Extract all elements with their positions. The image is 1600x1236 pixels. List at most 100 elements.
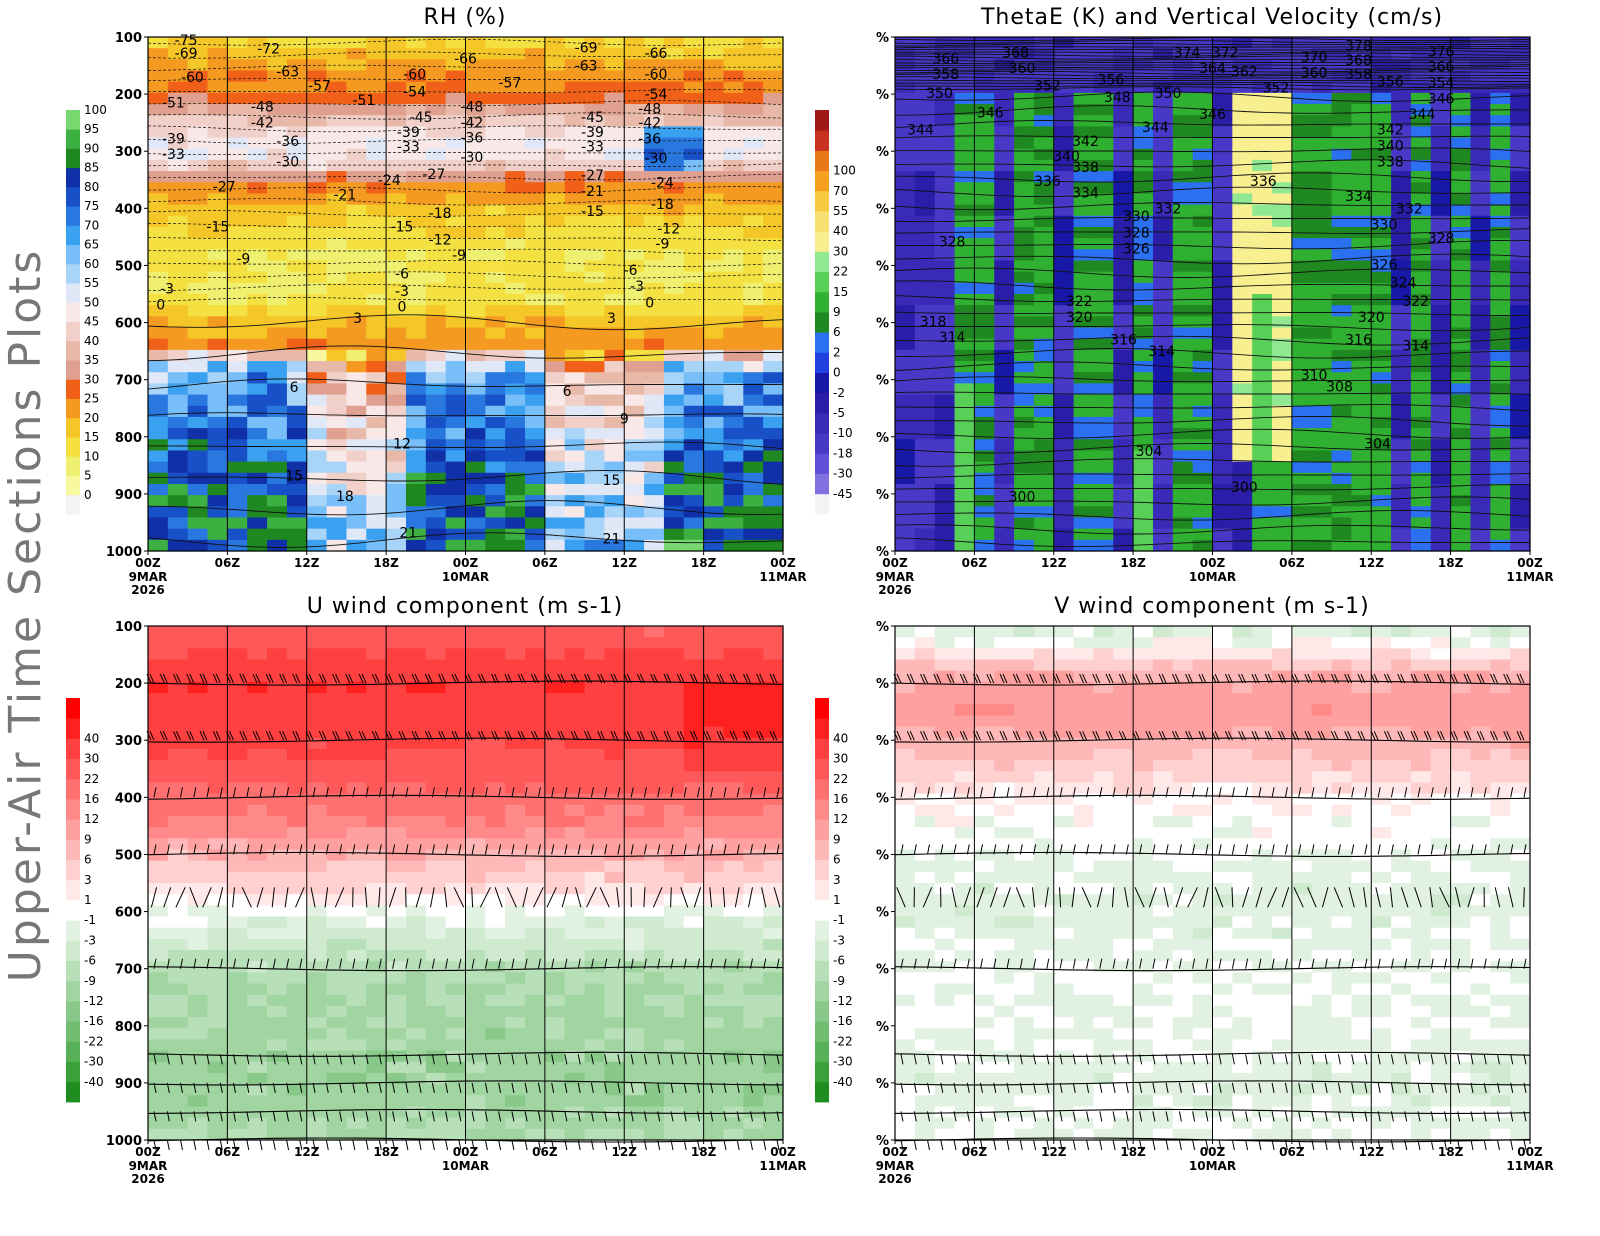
rh-cell [386, 215, 407, 228]
thetae-cell [994, 148, 1015, 161]
uwind-cell [187, 860, 209, 873]
thetae-cell [1053, 81, 1075, 94]
thetae-cell [1152, 528, 1174, 541]
rh-cell [763, 70, 784, 83]
rh-cell [663, 238, 685, 250]
rh-cell [366, 81, 387, 94]
thetae-cell [954, 92, 975, 105]
thetae-cell [1410, 349, 1432, 362]
thetae-cell [1212, 495, 1233, 507]
uwind-cell [703, 883, 725, 895]
rh-cell [723, 148, 744, 161]
uwind-cell [604, 1128, 625, 1141]
uwind-cell [743, 693, 764, 705]
uwind-cell [187, 1084, 209, 1096]
rh-cell [386, 305, 407, 317]
rh-cell [703, 137, 725, 150]
rh-cell [286, 260, 308, 273]
rh-cell [267, 48, 288, 60]
thetae-cell [1152, 215, 1174, 228]
thetae-cell [1152, 126, 1174, 139]
rh-cell [663, 37, 685, 49]
rh-cell [306, 383, 328, 396]
uwind-cell [286, 760, 308, 772]
rh-cell [525, 450, 546, 463]
rh-cell [227, 416, 248, 429]
thetae-cell [1510, 506, 1531, 519]
uwind-cell [663, 1050, 685, 1063]
uwind-cell [683, 938, 705, 951]
uwind-cell [366, 860, 387, 873]
thetae-cell [1252, 483, 1273, 496]
rh-cell [525, 148, 546, 161]
rh-cell [306, 506, 328, 519]
thetae-cell [1172, 439, 1194, 452]
rh-cell [386, 539, 407, 552]
thetae-cell [1232, 405, 1253, 418]
thetae-contour-label: 344 [1409, 107, 1436, 123]
thetae-cell [1232, 148, 1253, 161]
rh-cell [445, 495, 467, 507]
thetae-xtick-label: 06Z [962, 556, 988, 570]
rh-cell [624, 383, 645, 396]
rh-contour-label: -27 [422, 167, 445, 183]
uwind-cell [148, 693, 169, 705]
uwind-cell [703, 1106, 725, 1119]
thetae-cell [914, 148, 936, 161]
uwind-cell [465, 961, 486, 973]
thetae-cell [1133, 305, 1154, 317]
rh-colorbar-label: 55 [84, 276, 99, 290]
uwind-cell [485, 927, 506, 940]
thetae-xtick-label: 18Z [1438, 556, 1464, 570]
thetae-cell [1391, 193, 1412, 206]
rh-cell [326, 416, 348, 429]
thetae-cell [1152, 193, 1174, 206]
rh-cell [544, 148, 566, 161]
thetae-cell [1053, 439, 1075, 452]
uwind-cell [743, 1072, 764, 1085]
uwind-cell [743, 771, 764, 784]
uwind-cell [763, 905, 784, 918]
thetae-cell [1073, 327, 1095, 340]
uwind-cell [505, 1005, 526, 1018]
rh-cell [247, 383, 268, 396]
rh-cell [267, 361, 288, 373]
rh-cell [167, 193, 189, 206]
thetae-cell [934, 461, 956, 474]
rh-cell [286, 226, 308, 239]
thetae-cell [1510, 405, 1531, 418]
thetae-cell [1093, 405, 1114, 418]
thetae-cell [1272, 349, 1293, 362]
rh-contour-label: -54 [645, 87, 668, 103]
uwind-cell [465, 771, 486, 784]
uwind-cell [326, 760, 348, 772]
uwind-cell [525, 1005, 546, 1018]
thetae-cell [1430, 506, 1452, 519]
rh-cell [584, 528, 605, 541]
rh-cell [604, 204, 625, 217]
thetae-cell [1033, 171, 1055, 183]
thetae-cell [1371, 282, 1392, 295]
thetae-cell [994, 305, 1015, 317]
thetae-cell [1232, 483, 1253, 496]
rh-cell [703, 305, 725, 317]
thetae-cell [914, 37, 936, 49]
rh-cell [326, 282, 348, 295]
rh-cell [763, 48, 784, 60]
rh-cell [267, 294, 288, 306]
uwind-cell [663, 760, 685, 772]
thetae-cell [1073, 506, 1095, 519]
uwind-cell [386, 983, 407, 996]
rh-cell [445, 472, 467, 485]
rh-cell [187, 472, 209, 485]
rh-cell [663, 204, 685, 217]
thetae-cell [1371, 461, 1392, 474]
uwind-cell [326, 726, 348, 739]
thetae-cell [1073, 182, 1095, 195]
thetae-cell [994, 182, 1015, 195]
thetae-cell [1331, 182, 1352, 195]
thetae-cell [1351, 70, 1372, 83]
rh-cell [405, 282, 427, 295]
rh-cell [564, 472, 586, 485]
thetae-cell [1073, 70, 1095, 83]
